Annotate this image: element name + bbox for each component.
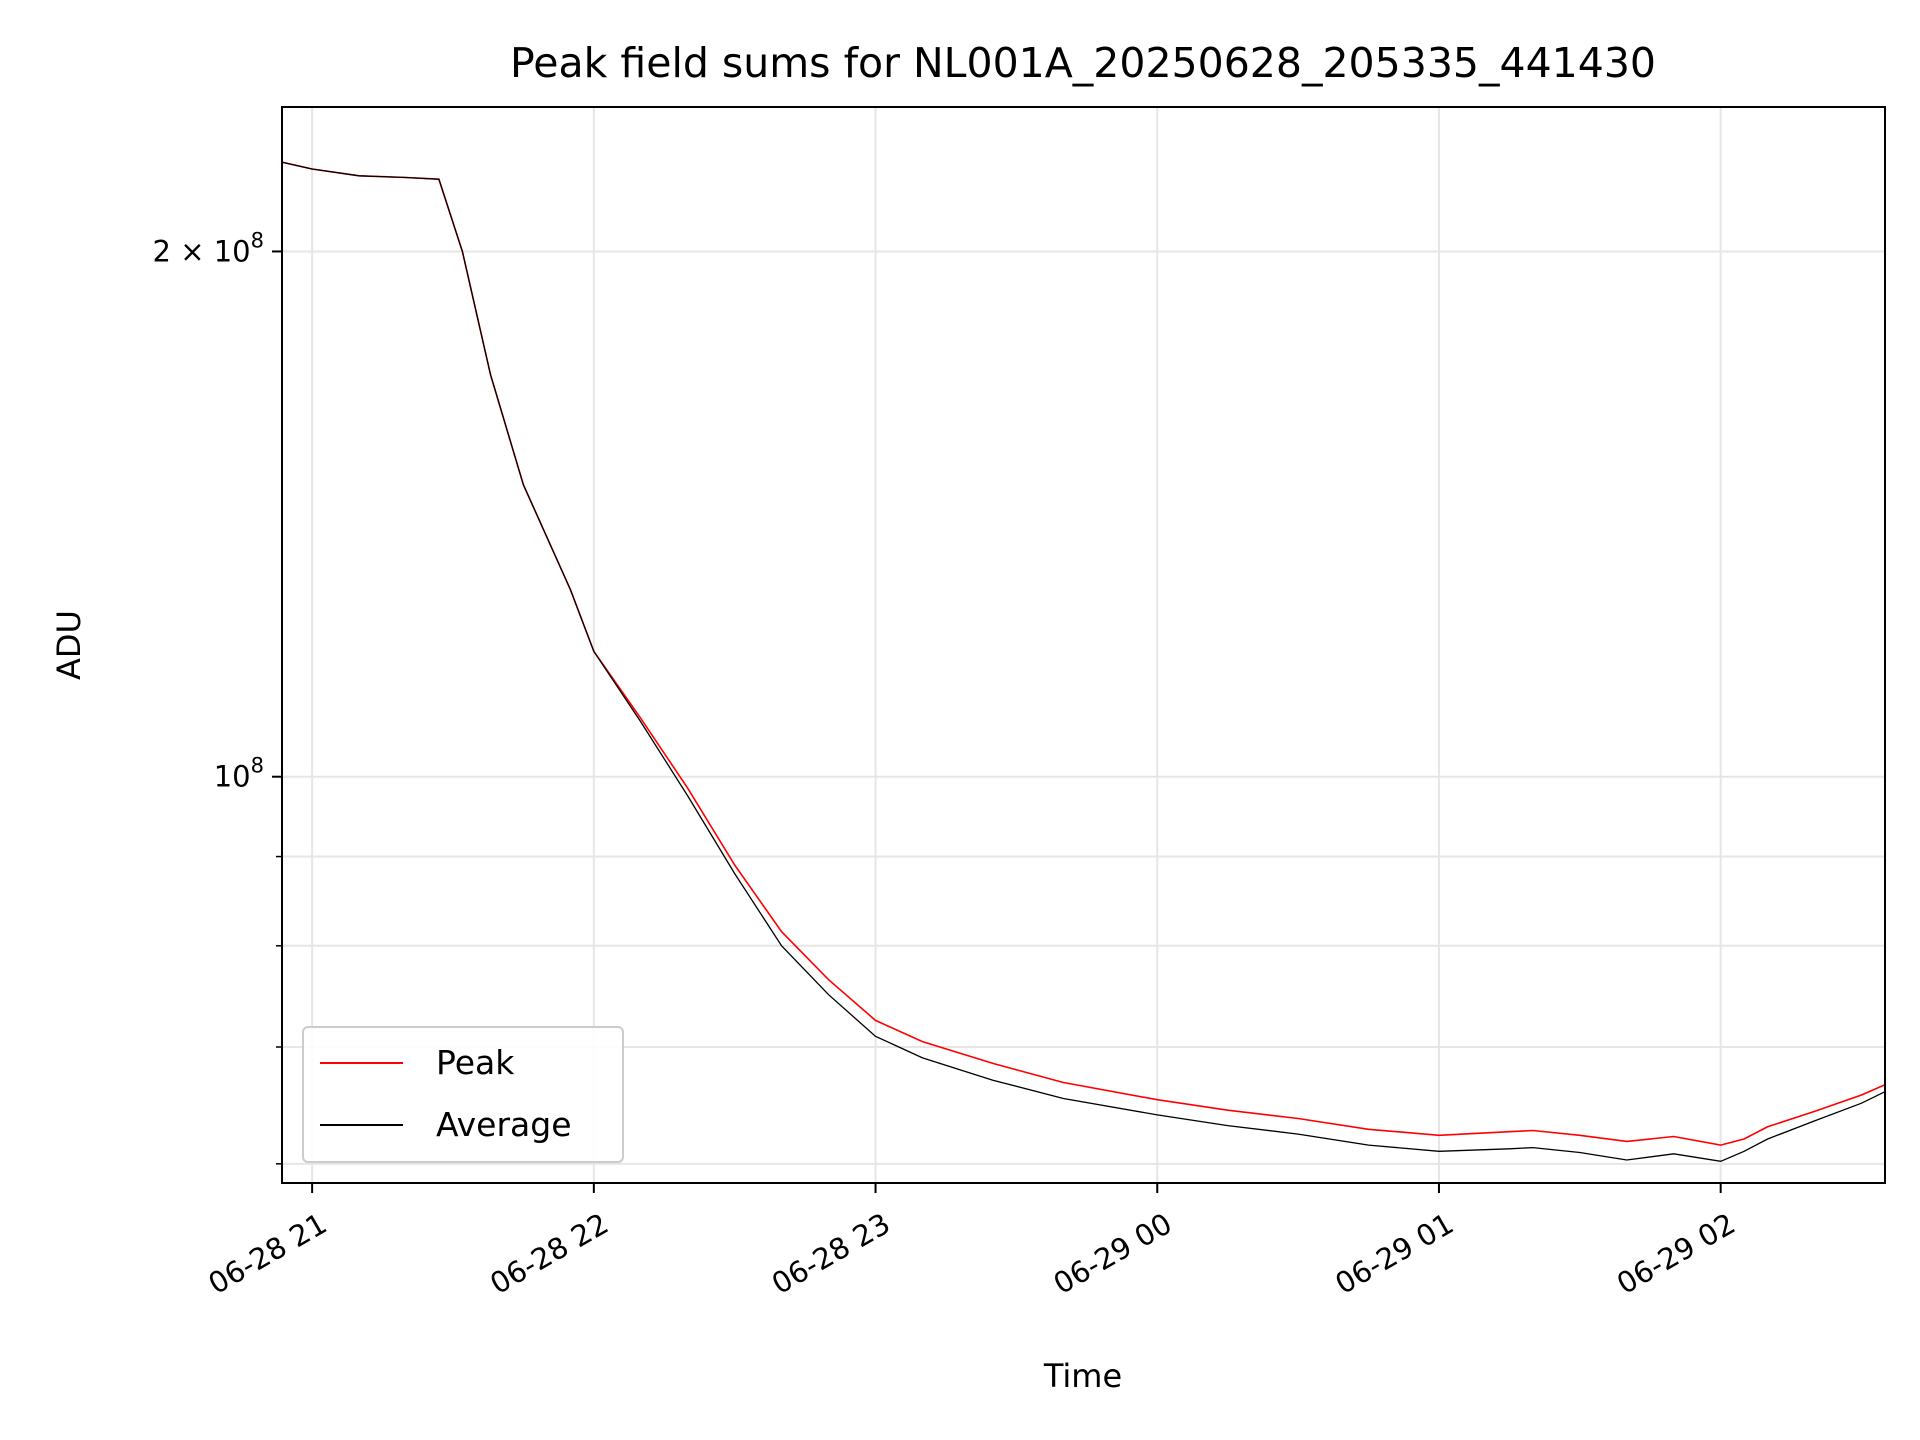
- series-line-average: [282, 161, 1885, 1162]
- y-tick-label: 2 × 108: [153, 228, 264, 268]
- legend-label-peak: Peak: [436, 1043, 515, 1082]
- grid-lines: [282, 107, 1885, 1183]
- y-axis: 2 × 108 108: [153, 228, 282, 794]
- legend-label-average: Average: [436, 1105, 572, 1144]
- y-tick-label: 108: [214, 754, 264, 794]
- y-axis-label: ADU: [50, 610, 88, 680]
- x-axis-label: Time: [1043, 1357, 1122, 1395]
- chart-title: Peak field sums for NL001A_20250628_2053…: [510, 39, 1656, 87]
- series-lines: [282, 161, 1885, 1162]
- legend-box: [302, 1026, 624, 1163]
- legend: Peak Average: [302, 1026, 624, 1163]
- plot-frame: [281, 106, 1886, 1184]
